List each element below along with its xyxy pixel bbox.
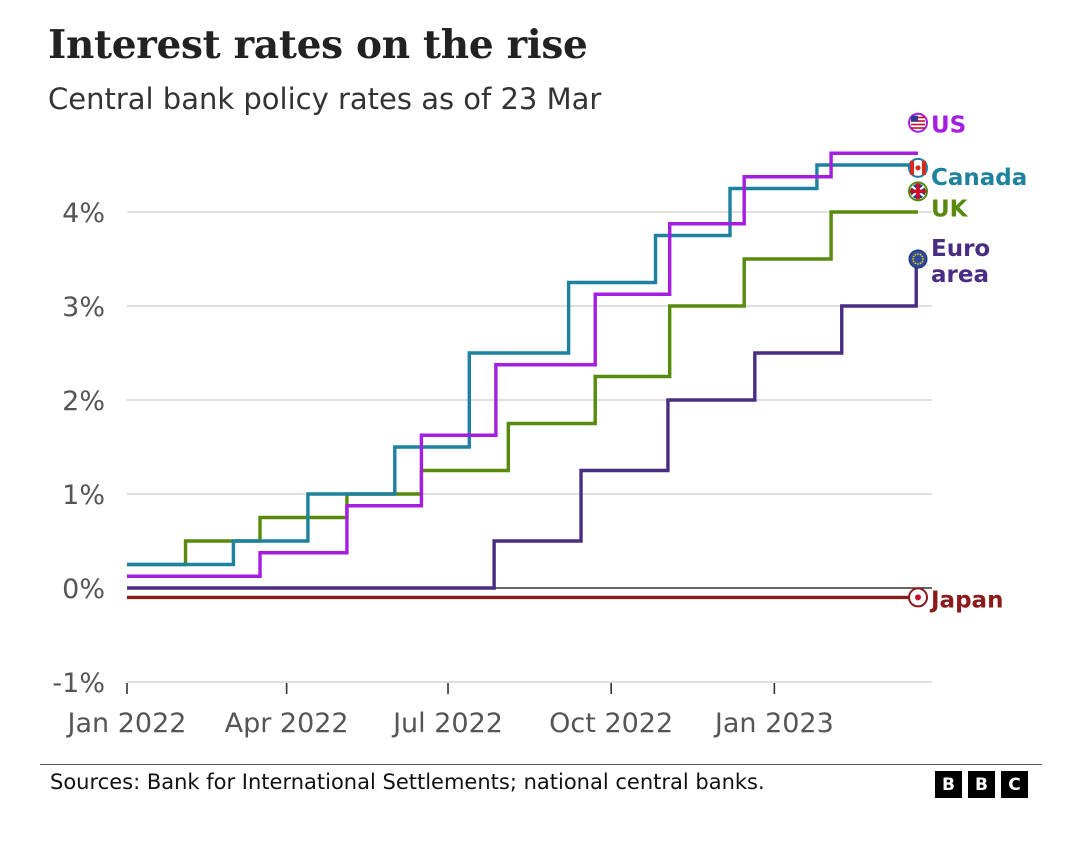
grid-layer: -1% 0% 1% 2% 3% 4% (52, 198, 932, 699)
series-label: US (931, 113, 966, 139)
chart-subtitle: Central bank policy rates as of 23 Mar (48, 82, 602, 116)
y-tick-label: 2% (62, 386, 105, 417)
x-tick-label: Apr 2022 (225, 708, 349, 739)
x-tick-label: Oct 2022 (549, 708, 673, 739)
series-label: Japan (929, 587, 1003, 613)
y-tick-label: 1% (62, 480, 105, 511)
x-tick-label: Jul 2022 (391, 708, 503, 739)
x-tick-label: Jan 2022 (66, 708, 187, 739)
series-line-euro-area (127, 257, 918, 590)
bbc-logo-letter: B (935, 771, 962, 798)
y-tick-label: 0% (62, 574, 105, 605)
series-label: UK (931, 196, 969, 222)
rates-step-chart: -1% 0% 1% 2% 3% 4% Jan 2022 Apr 2022 Jul 2022 Oc… (52, 112, 1027, 739)
series-label: Euro (931, 236, 990, 262)
japan-flag-icon (908, 587, 928, 608)
y-tick-label: 3% (62, 292, 105, 323)
series-label: area (931, 262, 989, 288)
uk-flag-icon (908, 181, 928, 202)
source-note: Sources: Bank for International Settleme… (50, 770, 765, 794)
eu-flag-icon (908, 249, 928, 269)
bbc-logo-letter: C (1001, 771, 1028, 798)
series-label: Canada (931, 165, 1027, 191)
series-line-us (127, 151, 918, 578)
canada-flag-icon (908, 157, 928, 178)
chart-title: Interest rates on the rise (48, 22, 588, 68)
bbc-logo: B B C (935, 771, 1028, 798)
x-tick-label: Jan 2023 (713, 708, 834, 739)
series-layer (127, 151, 918, 600)
y-tick-label: 4% (62, 198, 105, 229)
series-line-uk (127, 210, 918, 567)
footer-divider (40, 764, 1042, 765)
bbc-logo-letter: B (968, 771, 995, 798)
us-flag-icon (908, 112, 928, 133)
x-axis: Jan 2022 Apr 2022 Jul 2022 Oct 2022 Jan 2023 (66, 683, 834, 739)
y-tick-label: -1% (52, 668, 105, 699)
